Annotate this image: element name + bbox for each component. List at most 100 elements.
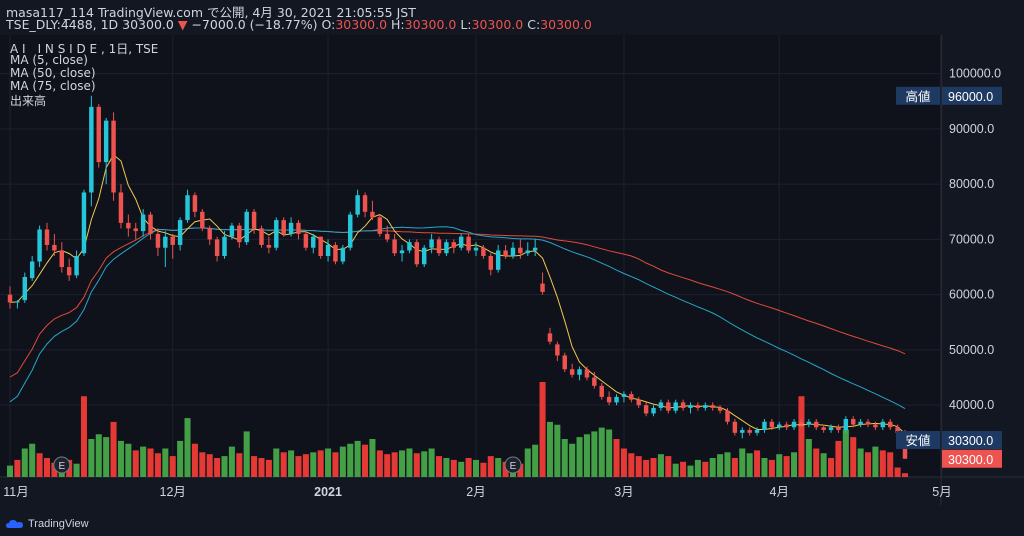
candle-body <box>658 402 664 408</box>
candle-body <box>103 120 109 163</box>
candle-body <box>303 233 309 248</box>
low-label: L: <box>460 17 472 32</box>
volume-bar <box>243 431 250 477</box>
candle-body <box>599 385 604 397</box>
volume-bar <box>435 456 443 477</box>
volume-bar <box>36 453 43 477</box>
low-value: 30300.0 <box>471 17 524 32</box>
ohlc-line: TSE_DLY:4488, 1D 30300.0 ▼ −7000.0 (−18.… <box>6 17 592 32</box>
candle-body <box>370 211 375 218</box>
candle-body <box>836 427 841 431</box>
tradingview-logo[interactable]: TradingView <box>6 518 89 530</box>
volume-bar <box>406 448 413 477</box>
candle-body <box>784 424 789 428</box>
volume-bar <box>517 463 524 477</box>
low-value: 30300.0 <box>948 434 993 448</box>
volume-bar <box>125 443 132 477</box>
candle-body <box>777 424 782 428</box>
volume-bar <box>95 434 102 477</box>
volume-bar <box>302 454 309 477</box>
candle-body <box>592 377 597 386</box>
price-chart[interactable]: E E 40000.0 50000.0 60000.0 70000.0 80000.0 900… <box>0 35 1024 505</box>
volume-bar <box>214 458 221 477</box>
candle-body <box>651 407 656 414</box>
candle-body <box>421 247 427 265</box>
candle-body <box>274 220 279 248</box>
volume-bar <box>554 424 561 477</box>
volume-bar <box>147 448 154 477</box>
close-label: C: <box>527 17 541 32</box>
y-tick-label: 90000.0 <box>949 122 994 136</box>
earnings-marker-label: E <box>58 461 65 472</box>
candle-body <box>643 405 649 414</box>
volume-bar <box>791 452 798 477</box>
volume-bar <box>199 452 206 477</box>
legend-ma5[interactable]: MA (5, close) <box>10 53 88 67</box>
high-label: H: <box>391 17 405 32</box>
tradingview-brand: TradingView <box>28 518 89 530</box>
volume-bar <box>842 429 849 477</box>
volume-bar <box>754 450 761 477</box>
y-tick-label: 70000.0 <box>949 232 994 246</box>
candle-body <box>29 261 35 279</box>
volume-bar <box>776 454 783 477</box>
volume-bar <box>583 434 590 477</box>
chart-pane[interactable] <box>0 35 941 477</box>
close-value: 30300.0 <box>540 17 592 32</box>
candle-body <box>81 192 87 254</box>
x-tick-label: 12月 <box>160 485 186 499</box>
volume-bar <box>761 458 768 477</box>
candle-body <box>754 430 760 433</box>
candle-body <box>762 421 767 431</box>
candle-body <box>155 233 161 248</box>
legend-volume[interactable]: 出来高 <box>10 94 47 108</box>
volume-bar <box>51 462 58 477</box>
x-tick-label: 2021 <box>314 485 342 499</box>
volume-bar <box>857 448 864 477</box>
candle-body <box>266 244 272 248</box>
volume-bar <box>110 421 117 477</box>
volume-bar <box>546 421 553 477</box>
candle-body <box>185 195 190 221</box>
candle-body <box>747 430 752 433</box>
volume-bar <box>628 453 635 477</box>
volume-bar <box>280 452 287 477</box>
candle-body <box>140 214 146 232</box>
x-tick-label: 3月 <box>614 485 633 499</box>
volume-bar <box>465 458 472 477</box>
candle-body <box>547 333 553 342</box>
volume-bar <box>835 440 842 477</box>
candle-body <box>126 222 131 229</box>
candle-body <box>503 250 508 256</box>
candle-body <box>15 301 20 303</box>
candle-body <box>237 225 242 243</box>
candle-body <box>725 410 730 422</box>
volume-bar <box>694 459 701 477</box>
volume-bar <box>325 448 332 477</box>
legend-ma50[interactable]: MA (50, close) <box>10 66 96 80</box>
candle-body <box>791 421 797 428</box>
candle-body <box>7 294 13 303</box>
volume-bar <box>665 456 672 477</box>
candle-body <box>318 236 323 256</box>
legend-ma75[interactable]: MA (75, close) <box>10 79 96 93</box>
candle-body <box>52 244 57 251</box>
volume-bar <box>768 459 775 477</box>
volume-bar <box>80 396 87 477</box>
last-price-value: 30300.0 <box>948 453 993 467</box>
candle-body <box>296 222 301 234</box>
candle-body <box>606 396 612 403</box>
candle-body <box>407 242 412 251</box>
candle-body <box>340 247 346 262</box>
candle-body <box>629 394 634 400</box>
volume-bar <box>221 456 228 477</box>
x-tick-label: 2月 <box>466 485 485 499</box>
high-value: 96000.0 <box>948 90 993 104</box>
volume-bar <box>702 461 709 477</box>
volume-bar <box>879 450 886 477</box>
volume-bar <box>731 458 738 477</box>
candle-body <box>414 242 420 265</box>
volume-bar <box>73 463 80 477</box>
volume-bar <box>413 453 420 477</box>
candle-body <box>111 120 116 193</box>
